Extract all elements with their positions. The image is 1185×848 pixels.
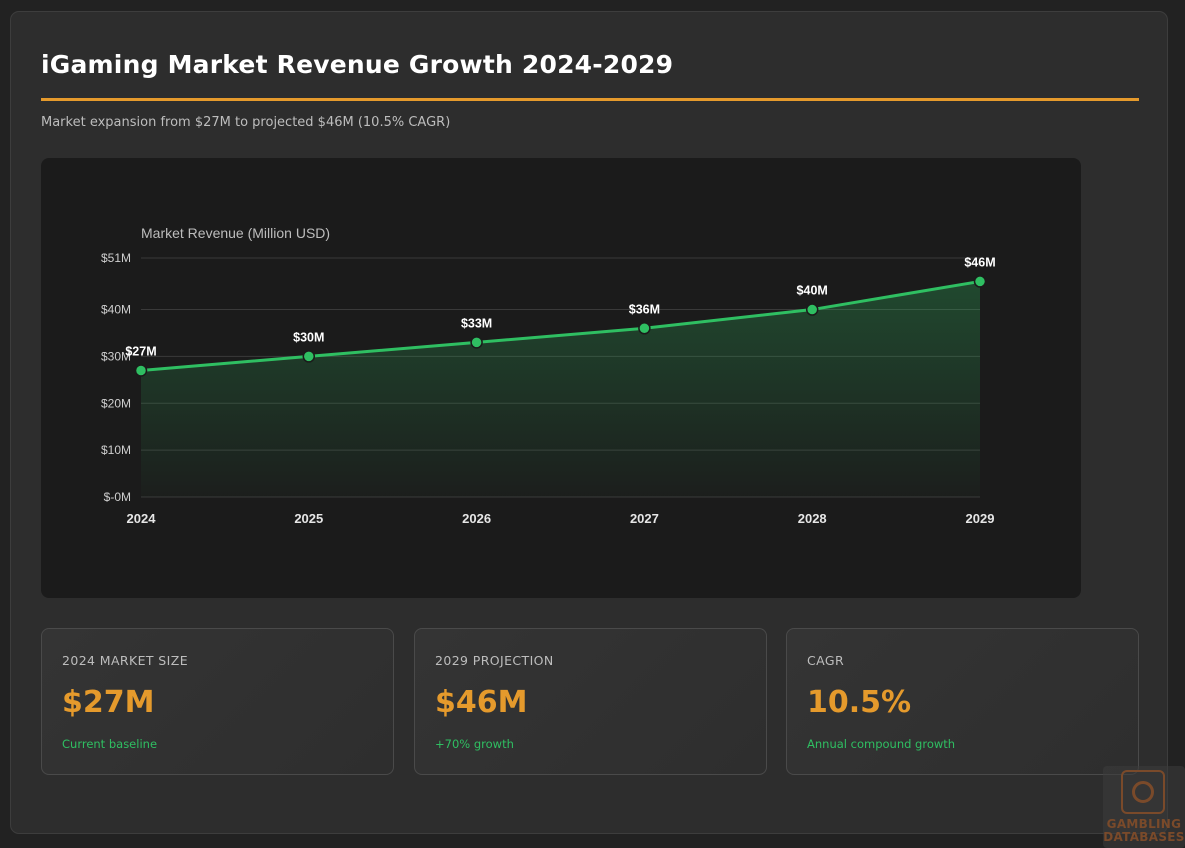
stat-note: +70% growth: [435, 737, 514, 751]
stat-card-market-size: 2024 MARKET SIZE $27M Current baseline: [41, 628, 394, 775]
y-tick-label: $-0M: [104, 490, 131, 504]
data-label: $40M: [797, 284, 828, 298]
stat-label: 2029 PROJECTION: [435, 653, 554, 668]
stat-card-projection: 2029 PROJECTION $46M +70% growth: [414, 628, 767, 775]
data-point: [973, 275, 987, 288]
x-tick-label: 2025: [294, 511, 323, 526]
y-tick-label: $40M: [101, 303, 131, 317]
data-point: [302, 350, 316, 363]
x-tick-label: 2029: [966, 511, 995, 526]
x-tick-label: 2026: [462, 511, 491, 526]
stat-value: $46M: [435, 685, 528, 720]
revenue-chart-panel: Market Revenue (Million USD) $-0M $10M $20M…: [41, 158, 1081, 598]
stat-note: Annual compound growth: [807, 737, 956, 751]
stat-card-cagr: CAGR 10.5% Annual compound growth: [786, 628, 1139, 775]
x-tick-label: 2024: [127, 511, 157, 526]
data-label: $46M: [964, 255, 995, 269]
page-subtitle: Market expansion from $27M to projected …: [41, 115, 451, 130]
revenue-chart: Market Revenue (Million USD) $-0M $10M $20M…: [101, 225, 996, 526]
data-point: [805, 303, 819, 316]
stat-label: 2024 MARKET SIZE: [62, 653, 188, 668]
y-tick-label: $51M: [101, 251, 131, 265]
dashboard-card: iGaming Market Revenue Growth 2024-2029 …: [10, 11, 1168, 834]
y-tick-label: $30M: [101, 349, 131, 363]
data-point: [638, 322, 651, 335]
data-label: $36M: [629, 302, 660, 316]
data-label: $33M: [461, 316, 492, 330]
data-label: $27M: [125, 344, 156, 358]
casino-chip-icon: [1121, 770, 1165, 814]
data-point: [470, 336, 483, 349]
stat-value: 10.5%: [807, 685, 912, 720]
page-title: iGaming Market Revenue Growth 2024-2029: [41, 50, 674, 79]
x-tick-label: 2028: [798, 511, 827, 526]
y-tick-label: $10M: [101, 443, 131, 457]
y-axis-title: Market Revenue (Million USD): [141, 225, 330, 241]
title-divider: [41, 98, 1139, 101]
stat-label: CAGR: [807, 653, 845, 668]
data-point: [134, 364, 148, 377]
x-tick-label: 2027: [630, 511, 659, 526]
watermark-text: GAMBLING DATABASES: [1103, 817, 1185, 844]
series-line: [140, 279, 981, 372]
y-tick-label: $20M: [101, 396, 131, 410]
stat-note: Current baseline: [62, 737, 158, 751]
stat-value: $27M: [62, 685, 155, 720]
watermark-logo: GAMBLING DATABASES: [1103, 766, 1185, 848]
data-label: $30M: [293, 330, 324, 344]
series-area: [141, 281, 980, 497]
